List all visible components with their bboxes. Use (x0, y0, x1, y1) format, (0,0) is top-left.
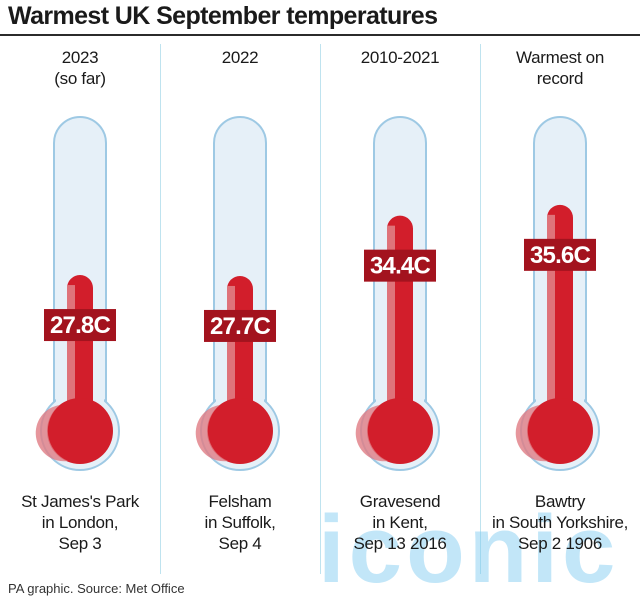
location-line: in South Yorkshire, (491, 513, 629, 532)
location-line: Sep 3 (58, 534, 102, 553)
location-line: Sep 13 2016 (353, 534, 447, 553)
column-divider (320, 44, 321, 574)
bulb-highlight (515, 405, 548, 462)
value-label-box (44, 309, 116, 342)
value-label-box (524, 238, 596, 271)
bar-highlight (227, 285, 235, 431)
column-divider (480, 44, 481, 574)
column-heading-line: 2023 (61, 48, 99, 67)
location-line: in Suffolk, (204, 513, 276, 532)
column-heading: 2010-2021 (320, 47, 480, 68)
column-heading-line: 2010-2021 (360, 48, 440, 67)
bulb-mercury (527, 398, 593, 464)
value-label-box (364, 249, 436, 282)
value-label: 34.4C (370, 253, 431, 280)
title-rule (0, 34, 640, 36)
location-line: Sep 4 (218, 534, 262, 553)
location-line: St James's Park (21, 492, 139, 511)
bulb-highlight (195, 405, 228, 462)
column-heading-line: Warmest on (515, 48, 604, 67)
bulb-highlight (35, 405, 68, 462)
location-label: St James's Park in London, Sep 3 (0, 491, 160, 554)
column-heading: 2023 (so far) (0, 47, 160, 89)
column-heading-line: record (536, 69, 584, 88)
bulb-mercury (367, 398, 433, 464)
location-line: Sep 2 1906 (518, 534, 602, 553)
column-heading: Warmest on record (480, 47, 640, 89)
bulb-mercury (207, 398, 273, 464)
bulb-highlight (355, 405, 388, 462)
column-heading-line: 2022 (221, 48, 259, 67)
bar-highlight (67, 285, 75, 431)
source-footer: PA graphic. Source: Met Office (8, 581, 185, 596)
location-line: in Kent, (372, 513, 428, 532)
location-label: Gravesend in Kent, Sep 13 2016 (320, 491, 480, 554)
column-heading: 2022 (160, 47, 320, 68)
bar-highlight (387, 225, 395, 431)
value-label: 35.6C (530, 242, 591, 269)
location-line: Felsham (208, 492, 272, 511)
bulb-mercury (47, 398, 113, 464)
bar-highlight (547, 214, 555, 431)
chart-title: Warmest UK September temperatures (8, 2, 438, 30)
value-label-box (204, 309, 276, 342)
value-label: 27.8C (50, 312, 111, 339)
value-label: 27.7C (210, 313, 271, 340)
location-line: Bawtry (534, 492, 586, 511)
column-heading-line: (so far) (54, 69, 106, 88)
location-label: Bawtry in South Yorkshire, Sep 2 1906 (480, 491, 640, 554)
location-line: in London, (41, 513, 119, 532)
column-divider (160, 44, 161, 574)
watermark-logo: iconic (318, 500, 620, 600)
location-line: Gravesend (359, 492, 441, 511)
location-label: Felsham in Suffolk, Sep 4 (160, 491, 320, 554)
